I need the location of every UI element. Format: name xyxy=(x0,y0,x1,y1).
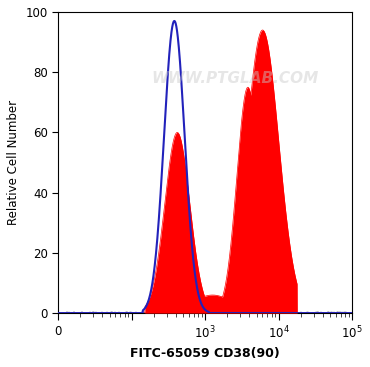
Y-axis label: Relative Cell Number: Relative Cell Number xyxy=(7,100,20,225)
X-axis label: FITC-65059 CD38(90): FITC-65059 CD38(90) xyxy=(130,347,280,360)
Text: WWW.PTGLAB.COM: WWW.PTGLAB.COM xyxy=(151,71,318,86)
